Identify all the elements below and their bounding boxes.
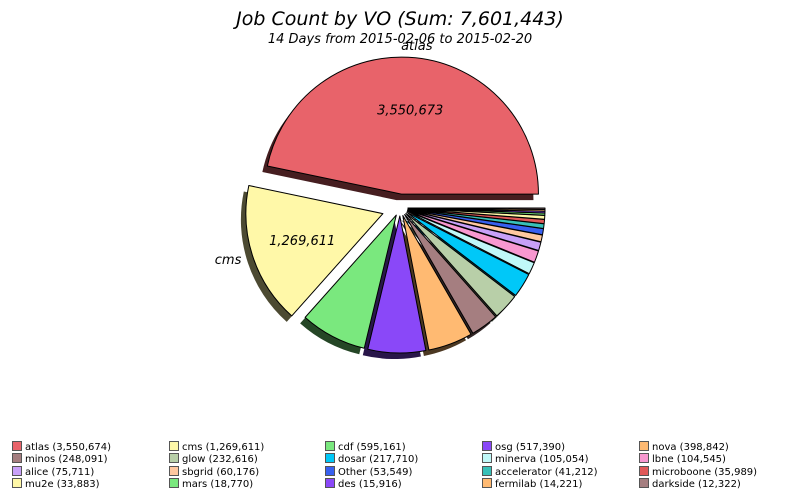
legend-item-alice: alice (75,711) <box>12 465 95 479</box>
legend-item-accelerator: accelerator (41,212) <box>482 465 598 479</box>
legend-item-microboone: microboone (35,989) <box>639 465 758 479</box>
legend-item-other: Other (53,549) <box>325 465 413 479</box>
chart-subtitle: 14 Days from 2015-02-06 to 2015-02-20 <box>267 32 533 47</box>
pie-slice-cms[interactable] <box>245 185 384 317</box>
legend-label: microboone (35,989) <box>652 466 758 478</box>
legend-label: sbgrid (60,176) <box>182 466 260 478</box>
legend-label: atlas (3,550,674) <box>25 442 112 453</box>
legend-swatch <box>169 465 179 476</box>
legend-label: alice (75,711) <box>25 466 95 478</box>
legend-swatch <box>639 441 649 451</box>
pie-slice-glow[interactable] <box>405 212 516 317</box>
legend-item-sbgrid: sbgrid (60,176) <box>169 465 260 479</box>
pie-slice-dosar[interactable] <box>406 211 530 296</box>
pie-slice-nova[interactable] <box>402 214 472 351</box>
pie-labels: 3,550,673 atlas 1,269,611 cms <box>215 39 444 268</box>
legend-label: accelerator (41,212) <box>495 466 598 478</box>
legend-label: des (15,916) <box>338 478 402 490</box>
legend-swatch <box>482 465 492 476</box>
legend-item-des: des (15,916) <box>325 477 402 491</box>
pie-slice-cdf[interactable] <box>304 214 397 349</box>
legend-swatch <box>169 453 179 464</box>
pie-slices <box>245 56 546 354</box>
legend-swatch <box>639 453 649 464</box>
slice-outer-label-cms: cms <box>215 253 242 268</box>
pie-slice-minerva[interactable] <box>406 210 535 275</box>
legend-swatch <box>169 441 179 451</box>
pie-slice-osg[interactable] <box>367 215 427 354</box>
slice-value-label-cms: 1,269,611 <box>269 234 335 249</box>
chart-title: Job Count by VO (Sum: 7,601,443) <box>236 8 564 30</box>
legend-item-lbne: lbne (104,545) <box>639 453 726 466</box>
legend-label: fermilab (14,221) <box>495 478 583 490</box>
legend-swatch <box>12 453 22 464</box>
legend-item-mars: mars (18,770) <box>169 477 254 491</box>
legend-swatch <box>12 441 22 451</box>
legend-swatch <box>482 477 492 488</box>
legend-swatch <box>639 465 649 476</box>
legend-label: minerva (105,054) <box>495 454 589 466</box>
legend-swatch <box>12 477 22 488</box>
legend-label: nova (398,842) <box>652 442 729 453</box>
legend-item-cms: cms (1,269,611) <box>169 441 264 454</box>
legend-swatch <box>325 477 335 488</box>
legend-label: Other (53,549) <box>338 466 413 478</box>
legend-item-atlas: atlas (3,550,674) <box>12 441 111 454</box>
legend-label: dosar (217,710) <box>338 454 419 466</box>
slice-outer-label-atlas: atlas <box>401 39 433 54</box>
legend-swatch <box>325 441 335 451</box>
slice-value-label-atlas: 3,550,673 <box>377 104 443 119</box>
legend-label: mars (18,770) <box>182 478 254 490</box>
legend-swatch <box>325 453 335 464</box>
legend-label: cdf (595,161) <box>338 442 406 453</box>
legend-item-minerva: minerva (105,054) <box>482 453 589 466</box>
legend-swatch <box>482 441 492 451</box>
legend-swatch <box>169 477 179 488</box>
legend-item-osg: osg (517,390) <box>482 441 565 454</box>
legend-swatch <box>325 465 335 476</box>
legend-item-fermilab: fermilab (14,221) <box>482 477 583 491</box>
pie-slice-lbne[interactable] <box>407 210 539 263</box>
legend-label: osg (517,390) <box>495 442 566 453</box>
legend-swatch <box>482 453 492 464</box>
legend-label: glow (232,616) <box>182 454 258 466</box>
legend-item-nova: nova (398,842) <box>639 441 729 454</box>
legend-item-glow: glow (232,616) <box>169 453 258 466</box>
legend-label: cms (1,269,611) <box>182 442 265 453</box>
legend-label: darkside (12,322) <box>652 478 741 490</box>
legend-swatch <box>12 465 22 476</box>
legend-item-cdf: cdf (595,161) <box>325 441 406 454</box>
legend-item-dosar: dosar (217,710) <box>325 453 418 466</box>
pie-slice-darkside[interactable] <box>407 207 546 210</box>
legend-item-darkside: darkside (12,322) <box>639 477 741 491</box>
pie-slice-minos[interactable] <box>404 213 497 334</box>
legend-item-mu2e: mu2e (33,883) <box>12 477 100 491</box>
legend-swatch <box>639 477 649 488</box>
pie-slice-atlas[interactable] <box>266 56 539 195</box>
legend-label: minos (248,091) <box>25 454 108 466</box>
legend-label: mu2e (33,883) <box>25 478 100 490</box>
legend-label: lbne (104,545) <box>652 454 726 466</box>
legend-item-minos: minos (248,091) <box>12 453 108 466</box>
